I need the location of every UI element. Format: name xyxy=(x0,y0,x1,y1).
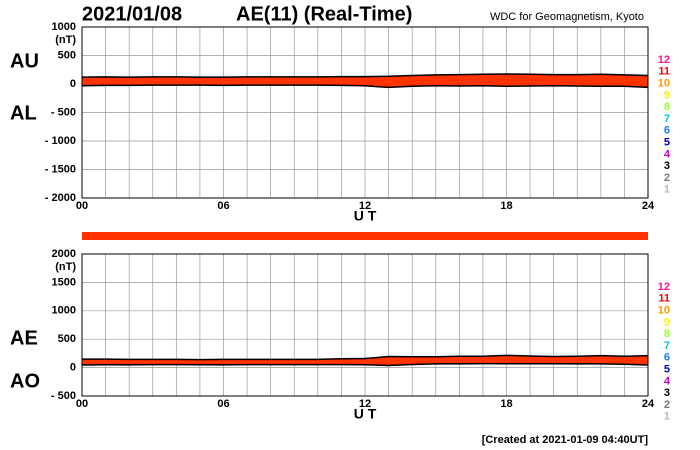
plot-frame xyxy=(81,253,649,397)
station-legend-label: 9 xyxy=(664,89,670,101)
series-line xyxy=(81,362,649,367)
y-tick-label: - 1500 xyxy=(45,163,76,175)
plot-frame xyxy=(81,26,649,199)
series-label: AU xyxy=(10,50,39,72)
y-tick-label: 1000 xyxy=(52,21,76,33)
y-tick-label: 0 xyxy=(70,78,76,90)
station-legend-label: 9 xyxy=(664,316,670,328)
station-legend-label: 1 xyxy=(664,411,670,423)
series-line xyxy=(81,73,649,78)
station-legend-label: 2 xyxy=(664,172,670,184)
station-legend-label: 4 xyxy=(664,148,671,160)
y-tick-label: 500 xyxy=(58,49,76,61)
x-label: U T xyxy=(354,208,377,224)
x-tick-label: 12 xyxy=(359,200,371,212)
range-band xyxy=(82,355,648,366)
station-legend-label: 12 xyxy=(658,54,670,66)
x-tick-label: 06 xyxy=(217,200,229,212)
x-tick-label: 24 xyxy=(642,398,655,410)
date: 2021/01/08 xyxy=(82,3,182,25)
station-legend-label: 7 xyxy=(664,340,670,352)
series-label: AL xyxy=(10,102,37,124)
station-legend-label: 6 xyxy=(664,352,670,364)
y-tick-label: - 500 xyxy=(51,106,76,118)
y-tick-label: 500 xyxy=(58,333,76,345)
station-legend-label: 11 xyxy=(658,293,670,305)
x-tick-label: 00 xyxy=(76,200,88,212)
y-tick-label: 2000 xyxy=(52,248,76,260)
y-unit: (nT) xyxy=(55,34,76,46)
y-tick-label: 0 xyxy=(70,362,76,374)
station-legend-label: 6 xyxy=(664,125,670,137)
x-tick-label: 12 xyxy=(359,398,371,410)
station-legend-label: 2 xyxy=(664,399,670,411)
x-tick-label: 18 xyxy=(500,398,512,410)
station-legend-label: 1 xyxy=(664,184,670,196)
station-legend-label: 7 xyxy=(664,113,670,125)
x-label: U T xyxy=(354,406,377,422)
series-label: AO xyxy=(10,370,40,392)
station-legend-label: 10 xyxy=(658,78,670,90)
series-line xyxy=(82,354,649,361)
station-legend-label: 5 xyxy=(664,137,670,149)
station-legend-label: 8 xyxy=(664,328,670,340)
y-tick-label: - 1000 xyxy=(45,135,76,147)
title: AE(11) (Real-Time) xyxy=(236,3,412,25)
y-tick-label: 1000 xyxy=(52,305,76,317)
station-legend-label: 4 xyxy=(664,375,671,387)
station-legend-label: 8 xyxy=(664,101,670,113)
series-line xyxy=(81,84,649,89)
x-tick-label: 06 xyxy=(217,398,229,410)
x-tick-label: 24 xyxy=(642,200,655,212)
station-legend-label: 12 xyxy=(658,281,670,293)
station-bar xyxy=(82,232,648,240)
footer: [Created at 2021-01-09 04:40UT] xyxy=(482,434,649,446)
station-legend-label: 3 xyxy=(664,160,670,172)
y-tick-label: - 500 xyxy=(51,390,76,402)
station-legend-label: 11 xyxy=(658,66,670,78)
y-tick-label: - 2000 xyxy=(45,192,76,204)
station-legend-label: 3 xyxy=(664,387,670,399)
y-tick-label: 1500 xyxy=(52,276,76,288)
x-tick-label: 18 xyxy=(500,200,512,212)
y-unit: (nT) xyxy=(55,261,76,273)
x-tick-label: 00 xyxy=(76,398,88,410)
source: WDC for Geomagnetism, Kyoto xyxy=(490,11,644,23)
station-legend-label: 10 xyxy=(658,305,670,317)
series-label: AE xyxy=(10,327,38,349)
station-legend-label: 5 xyxy=(664,364,670,376)
